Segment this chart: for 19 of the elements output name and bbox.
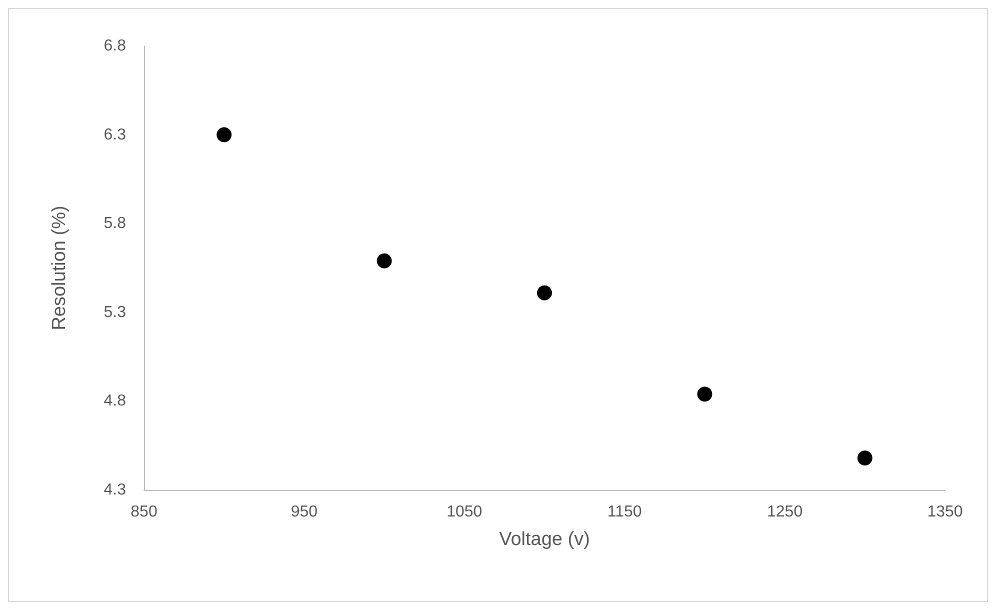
point bbox=[537, 285, 552, 300]
x-tick-label: 1050 bbox=[446, 504, 482, 520]
y-tick-label: 5.3 bbox=[104, 304, 126, 321]
point bbox=[216, 127, 232, 142]
x-tick-label: 1350 bbox=[927, 504, 963, 520]
x-tick-label: 1150 bbox=[607, 504, 642, 520]
x-axis-title: Voltage (v) bbox=[499, 529, 590, 550]
point bbox=[697, 386, 712, 402]
x-tick-label: 850 bbox=[130, 504, 158, 520]
y-axis-title: Resolution (%) bbox=[49, 206, 70, 330]
x-tick-label: 950 bbox=[290, 504, 318, 520]
y-tick-label: 6.8 bbox=[104, 38, 126, 54]
point bbox=[376, 253, 392, 268]
y-tick-label: 5.8 bbox=[104, 215, 126, 232]
x-tick-label: 1250 bbox=[767, 504, 803, 520]
y-tick-label: 6.3 bbox=[104, 126, 126, 144]
point bbox=[857, 450, 872, 466]
y-tick-label: 4.8 bbox=[104, 392, 126, 410]
y-tick-label: 4.3 bbox=[104, 482, 126, 498]
